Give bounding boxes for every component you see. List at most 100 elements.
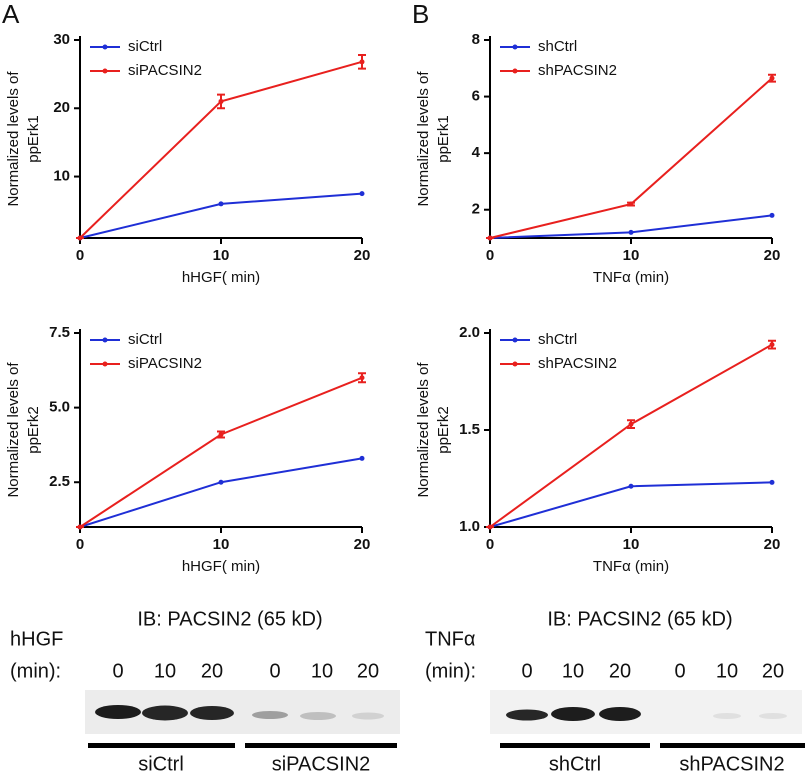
group-label: shPACSIN2	[679, 753, 784, 775]
legend-label: siPACSIN2	[128, 355, 202, 372]
legend-marker	[512, 337, 518, 343]
y-tick-label: 1.0	[459, 518, 480, 535]
y-tick-label: 30	[53, 31, 70, 48]
x-tick-label: 10	[623, 247, 640, 264]
legend-label: siCtrl	[128, 38, 162, 55]
y-tick-label: 2	[472, 201, 480, 218]
legend-marker	[512, 44, 518, 50]
point	[218, 479, 224, 485]
y-tick-label: 7.5	[49, 324, 70, 341]
y-tick-label: 1.5	[459, 421, 480, 438]
time-label: 0	[521, 660, 532, 682]
y-tick-label: 10	[53, 168, 70, 185]
panel-label: A	[2, 0, 20, 29]
point	[359, 375, 365, 381]
group-bar	[660, 743, 805, 748]
y-axis-label: Normalized levels of	[5, 362, 22, 498]
x-axis-label: hHGF( min)	[182, 269, 260, 286]
y-tick-label: 20	[53, 99, 70, 116]
x-tick-label: 10	[623, 536, 640, 553]
x-tick-label: 10	[213, 536, 230, 553]
group-label: shCtrl	[549, 753, 601, 775]
series-line	[79, 376, 363, 528]
legend-marker	[512, 68, 518, 74]
y-tick-label: 2.5	[49, 473, 70, 490]
time-label: 10	[562, 660, 584, 682]
group-bar	[245, 743, 397, 748]
legend-label: shPACSIN2	[538, 62, 617, 79]
point	[218, 98, 224, 104]
blot-title: IB: PACSIN2 (65 kD)	[137, 608, 322, 630]
y-axis-label: Normalized levels of	[415, 71, 432, 207]
series-line	[489, 343, 773, 528]
x-tick-label: 0	[76, 536, 84, 553]
time-label: 10	[154, 660, 176, 682]
x-tick-label: 0	[486, 247, 494, 264]
x-axis-label: TNFα (min)	[593, 558, 669, 575]
legend-label: siCtrl	[128, 331, 162, 348]
blot-unit: (min):	[425, 660, 476, 682]
panel-label: B	[412, 0, 429, 29]
y-axis-label: ppErk2	[435, 406, 452, 454]
series-line	[79, 60, 363, 239]
legend-label: siPACSIN2	[128, 62, 202, 79]
point	[359, 59, 365, 65]
point	[77, 235, 83, 241]
group-bar	[500, 743, 650, 748]
point	[487, 524, 493, 530]
y-axis-label: Normalized levels of	[5, 71, 22, 207]
time-label: 0	[674, 660, 685, 682]
point	[769, 342, 775, 348]
x-tick-label: 20	[764, 536, 781, 553]
x-tick-label: 0	[486, 536, 494, 553]
time-label: 0	[269, 660, 280, 682]
point	[218, 201, 224, 207]
legend-label: shCtrl	[538, 331, 577, 348]
point	[628, 229, 634, 235]
point	[769, 212, 775, 218]
x-axis-label: TNFα (min)	[593, 269, 669, 286]
time-label: 10	[716, 660, 738, 682]
x-tick-label: 20	[354, 536, 371, 553]
group-label: siCtrl	[138, 753, 184, 775]
time-label: 20	[609, 660, 631, 682]
series-line	[489, 77, 773, 239]
point	[628, 201, 634, 207]
point	[628, 483, 634, 489]
x-tick-label: 0	[76, 247, 84, 264]
series-line	[489, 481, 773, 528]
group-bar	[88, 743, 235, 748]
time-label: 20	[201, 660, 223, 682]
y-axis-label: Normalized levels of	[415, 362, 432, 498]
x-tick-label: 10	[213, 247, 230, 264]
legend-label: shPACSIN2	[538, 355, 617, 372]
y-tick-label: 5.0	[49, 399, 70, 416]
blot-treatment: TNFα	[425, 628, 475, 650]
blot-bands	[95, 705, 384, 721]
point	[628, 421, 634, 427]
point	[218, 431, 224, 437]
point	[77, 524, 83, 530]
point	[359, 455, 365, 461]
y-axis-label: ppErk1	[25, 115, 42, 163]
time-label: 20	[357, 660, 379, 682]
x-tick-label: 20	[764, 247, 781, 264]
y-tick-label: 6	[472, 88, 480, 105]
blot-unit: (min):	[10, 660, 61, 682]
group-label: siPACSIN2	[272, 753, 371, 775]
y-tick-label: 4	[472, 144, 481, 161]
point	[487, 235, 493, 241]
point	[769, 479, 775, 485]
legend-marker	[102, 337, 108, 343]
series-line	[79, 192, 363, 239]
time-label: 20	[762, 660, 784, 682]
legend-marker	[512, 361, 518, 367]
legend-marker	[102, 361, 108, 367]
x-tick-label: 20	[354, 247, 371, 264]
y-tick-label: 2.0	[459, 324, 480, 341]
blot-title: IB: PACSIN2 (65 kD)	[547, 608, 732, 630]
blot-treatment: hHGF	[10, 628, 63, 650]
point	[769, 75, 775, 81]
series-line	[79, 457, 363, 528]
